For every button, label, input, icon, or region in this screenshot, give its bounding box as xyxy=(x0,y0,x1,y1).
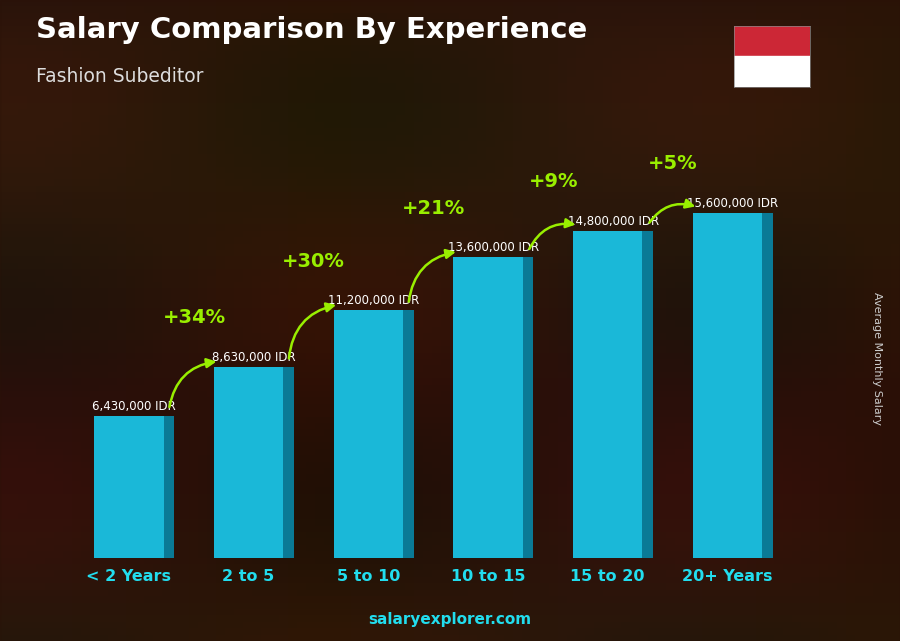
Text: 13,600,000 IDR: 13,600,000 IDR xyxy=(448,241,539,254)
Polygon shape xyxy=(523,258,534,558)
Text: 6,430,000 IDR: 6,430,000 IDR xyxy=(93,399,176,413)
Text: +9%: +9% xyxy=(528,172,578,191)
Polygon shape xyxy=(573,231,643,558)
Text: Salary Comparison By Experience: Salary Comparison By Experience xyxy=(36,16,587,44)
Polygon shape xyxy=(762,213,773,558)
Polygon shape xyxy=(94,416,164,558)
Polygon shape xyxy=(214,367,284,558)
Text: 8,630,000 IDR: 8,630,000 IDR xyxy=(212,351,296,364)
Text: 11,200,000 IDR: 11,200,000 IDR xyxy=(328,294,419,307)
Polygon shape xyxy=(454,258,523,558)
Text: Fashion Subeditor: Fashion Subeditor xyxy=(36,67,203,87)
Bar xyxy=(734,26,810,56)
Text: +21%: +21% xyxy=(402,199,465,218)
Text: salaryexplorer.com: salaryexplorer.com xyxy=(368,612,532,627)
Polygon shape xyxy=(403,310,414,558)
Polygon shape xyxy=(693,213,762,558)
Text: 15,600,000 IDR: 15,600,000 IDR xyxy=(688,197,778,210)
Text: +34%: +34% xyxy=(163,308,226,328)
Text: +5%: +5% xyxy=(648,154,698,174)
Text: Average Monthly Salary: Average Monthly Salary xyxy=(872,292,883,426)
Bar xyxy=(734,56,810,87)
Polygon shape xyxy=(284,367,294,558)
Polygon shape xyxy=(643,231,653,558)
Polygon shape xyxy=(164,416,175,558)
Text: +30%: +30% xyxy=(283,252,346,271)
Text: 14,800,000 IDR: 14,800,000 IDR xyxy=(568,215,659,228)
Polygon shape xyxy=(334,310,403,558)
